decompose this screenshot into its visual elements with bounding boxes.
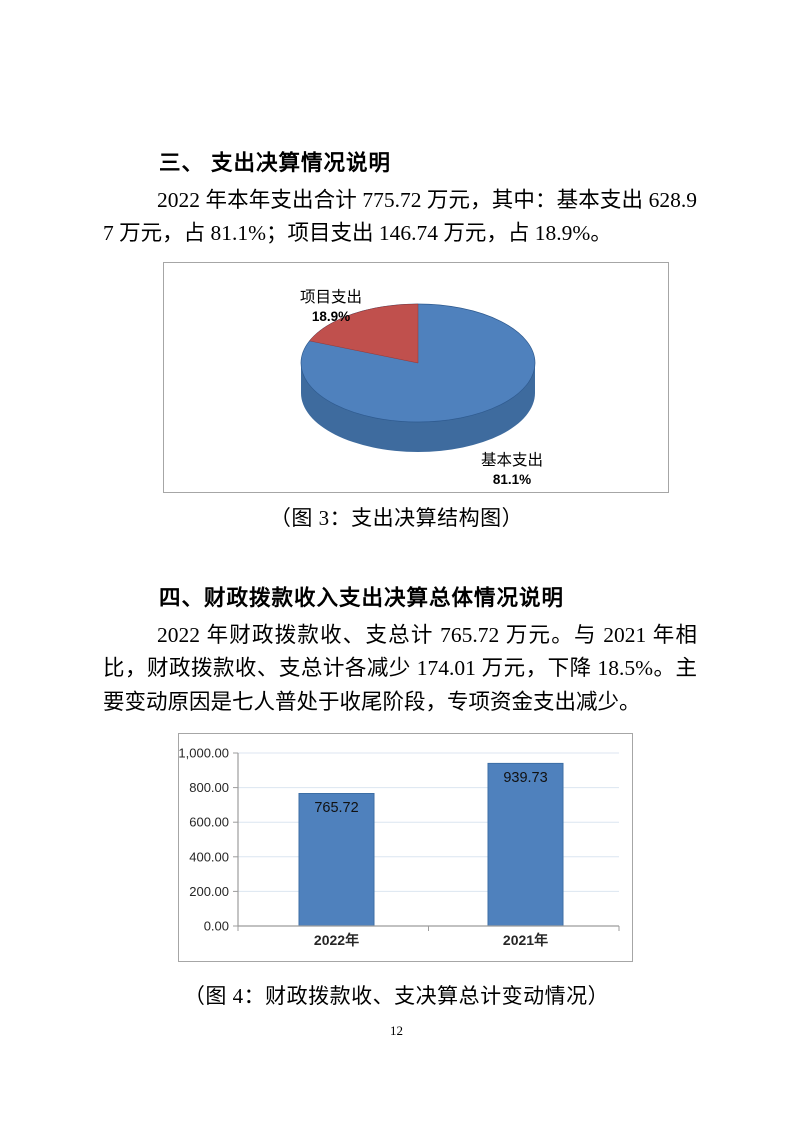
- figure3-caption: （图 3：支出决算结构图）: [269, 506, 524, 530]
- figure3-pie-chart-frame: 项目支出 18.9% 基本支出 81.1%: [163, 262, 669, 493]
- pie-label-major: 基本支出: [481, 451, 543, 469]
- category-label-2022: 2022年: [314, 932, 359, 948]
- ytick-200: 200.00: [189, 884, 229, 899]
- pie-slice-minor: [309, 303, 419, 364]
- ytick-1000: 1,000.00: [179, 746, 229, 761]
- figure4-caption: （图 4：财政拨款收、支决算总计变动情况）: [183, 984, 610, 1008]
- section3-heading: 三、 支出决算情况说明: [159, 151, 391, 175]
- page-number: 12: [390, 1023, 403, 1038]
- figure4-bar-chart-frame: 1,000.00 800.00 600.00 400.00 200.00 0.0…: [178, 733, 633, 962]
- pie-pct-major: 81.1%: [493, 472, 531, 487]
- ytick-600: 600.00: [189, 815, 229, 830]
- ytick-800: 800.00: [189, 780, 229, 795]
- pie-side-wall: [301, 363, 535, 452]
- tick-marks: [233, 752, 620, 931]
- section4-heading: 四、财政拨款收入支出决算总体情况说明: [159, 586, 565, 610]
- bar-chart: 1,000.00 800.00 600.00 400.00 200.00 0.0…: [179, 746, 620, 948]
- pie-chart: 项目支出 18.9% 基本支出 81.1%: [300, 288, 543, 487]
- bar-2022: [298, 793, 375, 927]
- bar-2021: [487, 762, 564, 927]
- section4-paragraph: 2022 年财政拨款收、支总计 765.72 万元。与 2021 年相比，财政拨…: [103, 623, 697, 714]
- ytick-400: 400.00: [189, 849, 229, 864]
- pie-pct-minor: 18.9%: [312, 309, 350, 324]
- section3-paragraph: 2022 年本年支出合计 775.72 万元，其中：基本支出 628.97 万元…: [103, 188, 697, 246]
- y-axis-labels: 1,000.00 800.00 600.00 400.00 200.00 0.0…: [179, 746, 229, 934]
- pie-label-minor: 项目支出: [300, 288, 362, 306]
- category-label-2021: 2021年: [503, 932, 548, 948]
- ytick-0: 0.00: [204, 919, 229, 934]
- bar-value-2022: 765.72: [314, 800, 358, 816]
- bar-value-2021: 939.73: [503, 770, 547, 786]
